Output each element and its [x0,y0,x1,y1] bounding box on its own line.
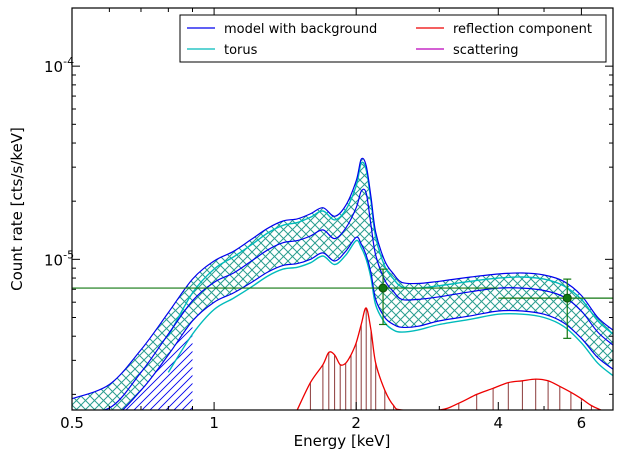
low-energy-hatch [72,320,193,410]
legend-box [179,14,607,63]
model-lower-curve [121,236,613,410]
torus-lower-curve [167,239,613,377]
model-uncertainty-band [72,158,613,410]
data-point [378,283,388,293]
model-mid-curve [72,188,613,410]
x-tick-label: 0.5 [60,414,84,432]
reflection-curve [296,307,602,410]
x-tick-label: 6 [577,414,587,432]
x-tick-label: 2 [351,414,361,432]
legend-label-reflection: reflection component [453,22,592,37]
y-tick-label: 10-4 [44,55,74,76]
x-axis-label: Energy [keV] [294,432,391,450]
legend: model with background reflection compone… [179,14,607,63]
data-point [562,293,572,303]
legend-label-scattering: scattering [453,43,519,58]
legend-label-torus: torus [224,43,258,58]
x-tick-label: 4 [494,414,504,432]
legend-label-model: model with background [224,22,377,37]
plot-area [72,157,613,410]
y-axis-label: Count rate [cts/s/keV] [8,127,26,291]
model-upper-curve [72,157,613,400]
x-tick-label: 1 [209,414,219,432]
y-tick-label: 10-5 [44,248,74,269]
plot-frame [71,7,614,411]
